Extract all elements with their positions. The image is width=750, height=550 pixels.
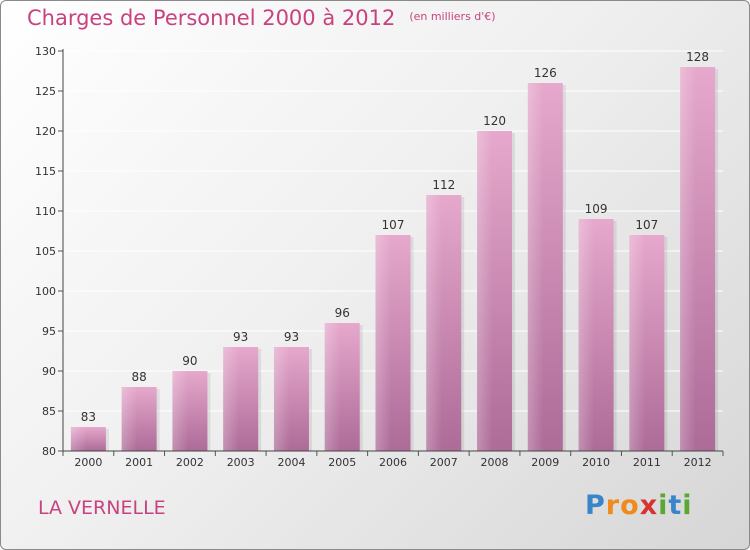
value-label: 120	[483, 114, 506, 128]
x-tick-label: 2008	[481, 456, 509, 469]
logo-letter: t	[668, 490, 683, 521]
chart-subtitle: (en milliers d'€)	[409, 10, 496, 23]
bar-highlight	[172, 371, 189, 451]
y-tick-label: 80	[42, 445, 56, 458]
value-label: 107	[382, 218, 405, 232]
value-label: 128	[686, 50, 709, 64]
bar-highlight	[324, 323, 341, 451]
logo-letter: i	[658, 490, 669, 521]
x-tick-label: 2010	[582, 456, 610, 469]
logo-letter: r	[605, 490, 621, 521]
value-label: 109	[585, 202, 608, 216]
x-tick-label: 2004	[277, 456, 305, 469]
y-tick-label: 85	[42, 405, 56, 418]
title-row: Charges de Personnel 2000 à 2012 (en mill…	[27, 6, 496, 30]
value-label: 112	[432, 178, 455, 192]
axes	[58, 49, 724, 456]
bar-highlight	[527, 83, 544, 451]
bar-highlight	[578, 219, 595, 451]
logo-letter: P	[585, 490, 606, 521]
bar-highlight	[273, 347, 290, 451]
logo-letter: x	[639, 490, 659, 521]
commune-name: LA VERNELLE	[38, 497, 166, 519]
logo-letter: i	[682, 490, 693, 521]
bar-highlight	[629, 235, 646, 451]
bar-highlight	[426, 195, 443, 451]
y-tick-label: 105	[35, 245, 56, 258]
value-label: 126	[534, 66, 557, 80]
bar-highlight	[477, 131, 493, 451]
value-label: 88	[132, 370, 147, 384]
bar-highlight	[223, 347, 239, 451]
y-tick-label: 120	[35, 125, 56, 138]
chart-title: Charges de Personnel 2000 à 2012	[27, 6, 396, 30]
y-tick-label: 110	[35, 205, 56, 218]
x-tick-label: 2007	[430, 456, 458, 469]
bar-highlight	[70, 427, 87, 451]
y-tick-label: 125	[35, 85, 56, 98]
logo-letter: o	[620, 490, 640, 521]
bar-highlight	[121, 387, 138, 451]
x-tick-label: 2006	[379, 456, 407, 469]
x-tick-label: 2009	[531, 456, 559, 469]
y-tick-label: 90	[42, 365, 56, 378]
y-tick-label: 130	[35, 45, 56, 58]
y-tick-label: 115	[35, 165, 56, 178]
bars	[70, 67, 719, 451]
bar-highlight	[680, 67, 696, 451]
x-tick-label: 2012	[684, 456, 712, 469]
value-label: 83	[81, 410, 96, 424]
value-label: 107	[635, 218, 658, 232]
x-tick-label: 2001	[125, 456, 153, 469]
value-label: 93	[284, 330, 299, 344]
value-label: 90	[182, 354, 197, 368]
value-label: 96	[335, 306, 350, 320]
value-label: 93	[233, 330, 248, 344]
y-tick-label: 95	[42, 325, 56, 338]
proxiti-logo[interactable]: Proxiti	[585, 490, 693, 521]
x-tick-label: 2000	[74, 456, 102, 469]
x-tick-label: 2005	[328, 456, 356, 469]
bar-highlight	[375, 235, 392, 451]
x-tick-label: 2011	[633, 456, 661, 469]
x-tick-label: 2003	[227, 456, 255, 469]
labels: 80 85 90 95 100 105 110 115 120 125 130 83 2000 88 200…	[35, 45, 712, 469]
y-tick-label: 100	[35, 285, 56, 298]
x-tick-label: 2002	[176, 456, 204, 469]
